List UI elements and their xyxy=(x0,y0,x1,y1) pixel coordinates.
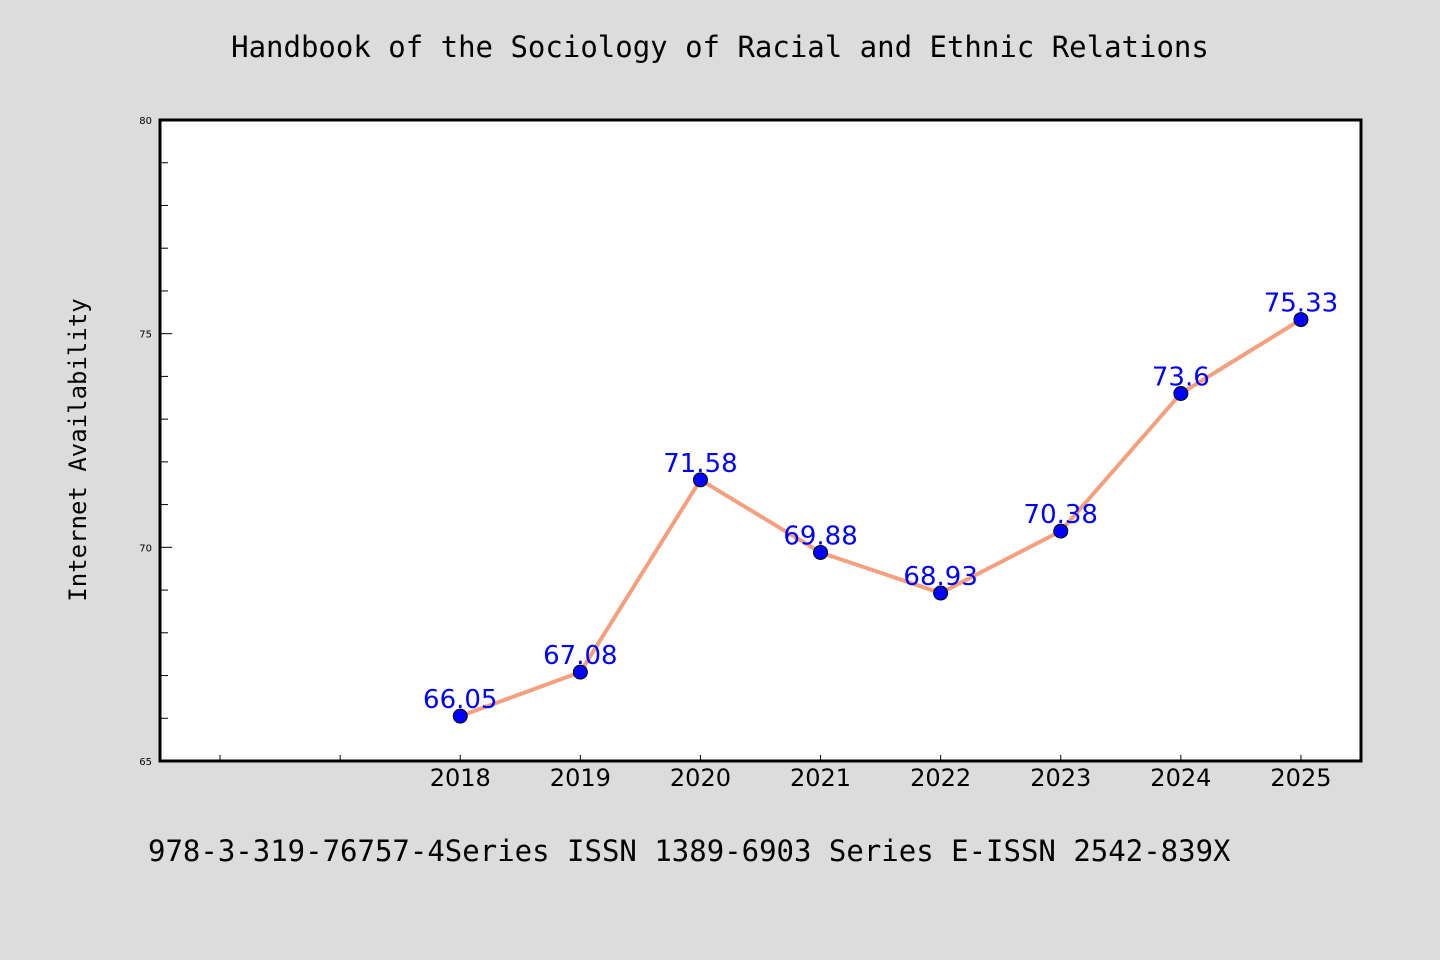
x-tick-label: 2019 xyxy=(550,764,611,792)
isbn-issn-footer: 978-3-319-76757-4Series ISSN 1389-6903 S… xyxy=(148,834,1231,868)
x-tick-label: 2021 xyxy=(790,764,851,792)
y-tick-label: 65 xyxy=(139,757,152,768)
chart-title: Handbook of the Sociology of Racial and … xyxy=(231,30,1209,64)
data-point xyxy=(1173,385,1189,401)
plot-area xyxy=(158,118,1363,763)
x-tick-label: 2018 xyxy=(430,764,491,792)
data-point xyxy=(1053,523,1069,539)
series-line-group xyxy=(458,317,1303,719)
series-line xyxy=(458,317,1303,719)
y-tick-label: 70 xyxy=(139,543,152,554)
data-label: 68.93 xyxy=(903,562,977,592)
data-label: 75.33 xyxy=(1264,289,1338,319)
x-axis-ticks: 2018 2019 2020 2021 2022 2023 2024 2025 xyxy=(219,755,1331,792)
data-point xyxy=(572,664,588,680)
x-tick-label: 2025 xyxy=(1270,764,1331,792)
x-tick-label: 2022 xyxy=(910,764,971,792)
data-labels: 66.05 67.08 71.58 69.88 68.93 70.38 73.6 75.33 xyxy=(423,289,1338,716)
data-point xyxy=(452,708,468,724)
data-label: 73.6 xyxy=(1152,362,1210,392)
data-label: 66.05 xyxy=(423,685,497,715)
y-tick-label: 80 xyxy=(139,116,152,127)
y-axis-ticks: 65 70 75 80 xyxy=(139,116,172,768)
data-label: 70.38 xyxy=(1024,500,1098,530)
series-markers xyxy=(452,312,1309,724)
data-point xyxy=(692,472,708,488)
x-tick-label: 2020 xyxy=(670,764,731,792)
data-label: 69.88 xyxy=(783,521,857,551)
data-point xyxy=(933,585,949,601)
data-point xyxy=(813,544,829,560)
data-label: 67.08 xyxy=(543,641,617,671)
data-label: 71.58 xyxy=(663,449,737,479)
x-tick-label: 2024 xyxy=(1150,764,1211,792)
x-tick-label: 2023 xyxy=(1030,764,1091,792)
y-axis-label: Internet Availability xyxy=(64,298,92,601)
y-tick-label: 75 xyxy=(139,330,152,341)
data-point xyxy=(1293,312,1309,328)
